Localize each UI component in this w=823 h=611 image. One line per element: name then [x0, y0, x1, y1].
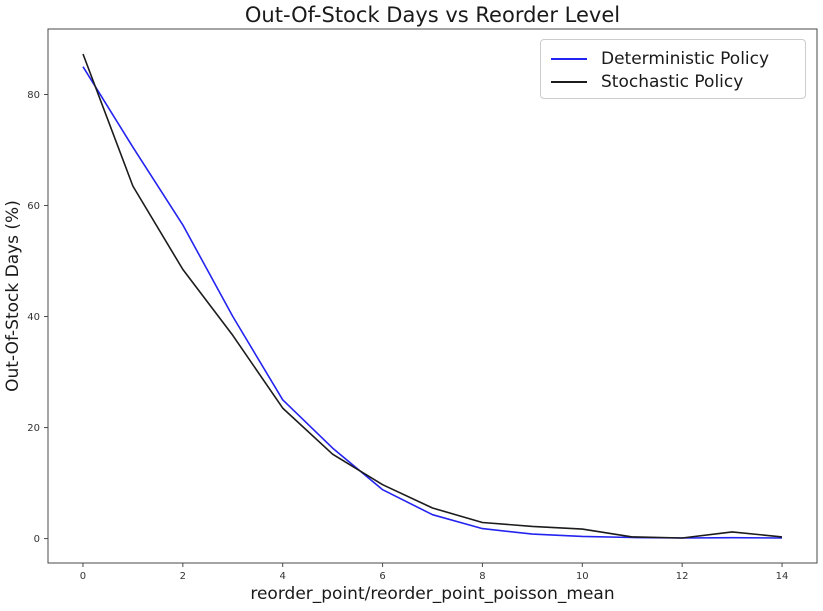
y-tick-label: 60: [27, 201, 40, 212]
series-line-deterministic-policy: [82, 66, 783, 539]
x-tick-label: 10: [576, 571, 589, 582]
legend: Deterministic Policy Stochastic Policy: [540, 39, 806, 99]
legend-line-deterministic-icon: [551, 57, 587, 60]
x-axis-label: reorder_point/reorder_point_poisson_mean: [250, 584, 615, 604]
legend-line-stochastic-icon: [551, 80, 587, 83]
axes-spines: [47, 28, 818, 564]
y-tick-label: 80: [27, 90, 40, 101]
legend-label-deterministic: Deterministic Policy: [601, 48, 770, 69]
x-tick-label: 12: [676, 571, 689, 582]
y-tick-label: 0: [34, 534, 40, 545]
x-tick-label: 6: [379, 571, 385, 582]
legend-item-stochastic: Stochastic Policy: [551, 70, 795, 93]
x-tick-label: 14: [776, 571, 789, 582]
legend-item-deterministic: Deterministic Policy: [551, 47, 795, 70]
x-tick-label: 2: [180, 571, 186, 582]
y-tick-label: 20: [27, 423, 40, 434]
y-tick-label: 40: [27, 312, 40, 323]
x-tick-label: 4: [280, 571, 286, 582]
legend-label-stochastic: Stochastic Policy: [601, 71, 744, 92]
x-tick-label: 0: [80, 571, 86, 582]
x-tick-label: 8: [479, 571, 485, 582]
chart-title: Out-Of-Stock Days vs Reorder Level: [244, 3, 621, 27]
series-line-stochastic-policy: [82, 53, 783, 539]
